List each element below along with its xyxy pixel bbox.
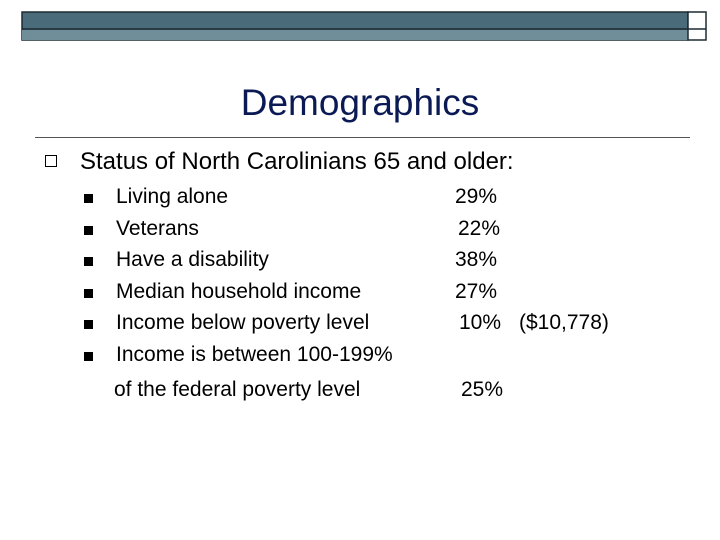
item-value: 27% xyxy=(455,279,498,303)
item-value: 10% xyxy=(459,311,502,334)
item-value: 25% xyxy=(461,378,504,401)
item-label: of the federal poverty level xyxy=(114,378,361,401)
bullet xyxy=(84,351,93,361)
item-label: Veterans xyxy=(116,216,199,240)
item-label: Living alone xyxy=(116,185,229,208)
bullet xyxy=(84,257,93,266)
item-label: Income is between 100-199% xyxy=(116,342,393,366)
title-rule xyxy=(35,137,690,138)
heading: Status of North Carolinians 65 and older… xyxy=(80,148,514,175)
item-value: 29% xyxy=(455,185,498,208)
bullet xyxy=(84,288,93,298)
slide-title: Demographics xyxy=(240,82,480,123)
header-bar xyxy=(21,11,707,41)
bullet xyxy=(84,320,93,329)
item-note: ($10,778) xyxy=(519,311,609,334)
bullet xyxy=(84,194,93,203)
hollow-bullet xyxy=(45,155,57,167)
item-label: Have a disability xyxy=(116,248,269,271)
bullet xyxy=(84,225,93,235)
item-label: Income below poverty level xyxy=(116,311,370,334)
item-value: 22% xyxy=(458,216,501,240)
item-label: Median household income xyxy=(116,279,362,303)
item-value: 38% xyxy=(455,248,498,271)
